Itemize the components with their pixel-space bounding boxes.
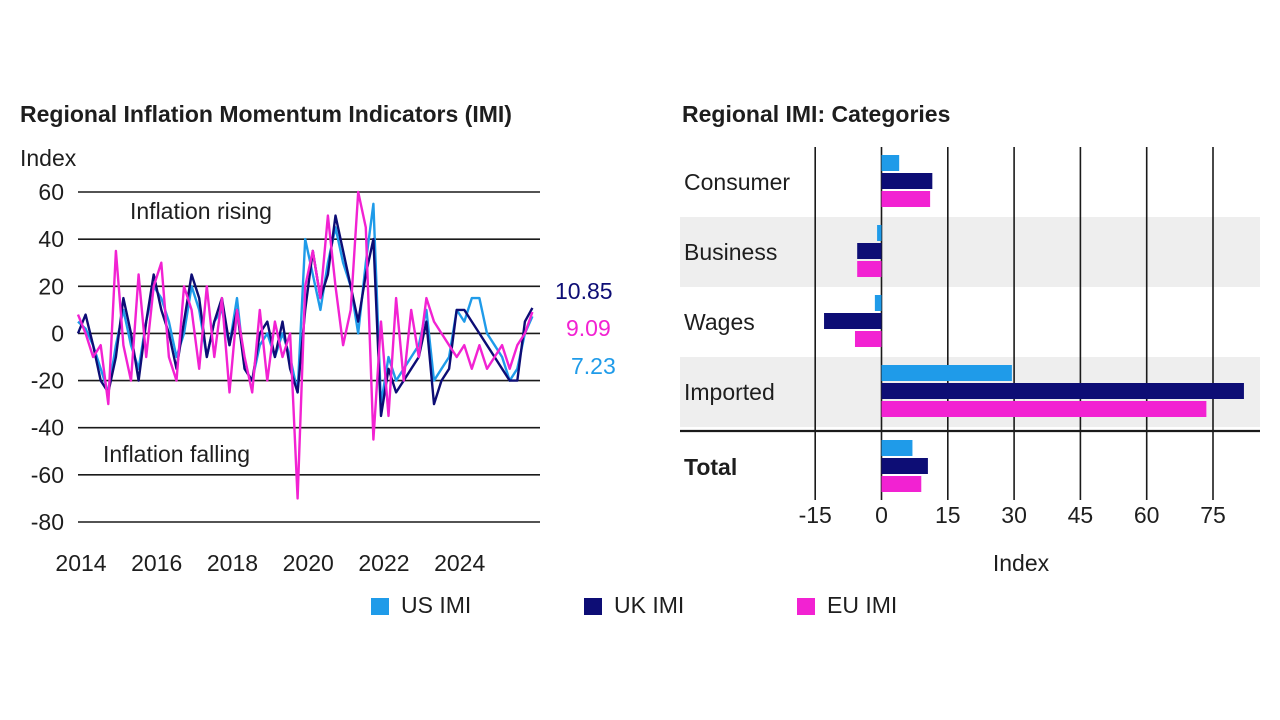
eu-end-value: 9.09 xyxy=(566,315,611,341)
y-tick-label: -20 xyxy=(31,368,64,394)
x-tick-label: 2016 xyxy=(131,550,182,576)
category-label: Wages xyxy=(684,309,755,335)
uk-legend-swatch xyxy=(584,598,602,615)
x-tick-label: 60 xyxy=(1134,502,1160,528)
bar-total-us xyxy=(881,440,913,456)
bar-business-eu xyxy=(857,261,882,277)
annotation-inflation-falling: Inflation falling xyxy=(103,441,250,467)
x-tick-label: 45 xyxy=(1068,502,1094,528)
bar-chart-bars xyxy=(824,155,1244,492)
category-label: Consumer xyxy=(684,169,790,195)
bar-consumer-uk xyxy=(881,173,933,189)
line-chart: Regional Inflation Momentum Indicators (… xyxy=(20,101,616,576)
y-tick-label: -60 xyxy=(31,462,64,488)
bar-wages-uk xyxy=(824,313,882,329)
x-tick-label: 75 xyxy=(1200,502,1226,528)
eu-legend-swatch xyxy=(797,598,815,615)
x-tick-label: 30 xyxy=(1001,502,1027,528)
us-legend-label: US IMI xyxy=(401,592,471,618)
row-band xyxy=(680,217,1260,287)
x-tick-label: -15 xyxy=(799,502,832,528)
x-tick-label: 2020 xyxy=(283,550,334,576)
bar-chart: Regional IMI: Categories Consumer Busines… xyxy=(680,101,1260,576)
bar-chart-x-ticks: -15 0 15 30 45 60 75 xyxy=(799,502,1226,528)
eu-legend-label: EU IMI xyxy=(827,592,897,618)
bar-imported-uk xyxy=(881,383,1244,399)
y-tick-label: -80 xyxy=(31,509,64,535)
bar-imported-us xyxy=(881,365,1012,381)
line-chart-y-label: Index xyxy=(20,145,77,171)
category-label: Imported xyxy=(684,379,775,405)
x-tick-label: 0 xyxy=(875,502,888,528)
annotation-inflation-rising: Inflation rising xyxy=(130,198,272,224)
bar-business-uk xyxy=(857,243,882,259)
bar-total-uk xyxy=(881,458,928,474)
bar-business-us xyxy=(877,225,882,241)
y-tick-label: 20 xyxy=(38,273,64,299)
x-tick-label: 2022 xyxy=(358,550,409,576)
bar-consumer-eu xyxy=(881,191,931,207)
uk-legend-label: UK IMI xyxy=(614,592,684,618)
us-legend-swatch xyxy=(371,598,389,615)
bar-consumer-us xyxy=(881,155,900,171)
category-label: Total xyxy=(684,454,737,480)
bar-wages-eu xyxy=(854,331,882,347)
bar-chart-gridlines xyxy=(680,147,1260,500)
y-tick-label: -40 xyxy=(31,415,64,441)
x-tick-label: 2024 xyxy=(434,550,485,576)
bar-chart-x-label: Index xyxy=(993,550,1050,576)
x-tick-label: 2014 xyxy=(55,550,106,576)
category-label: Business xyxy=(684,239,777,265)
y-tick-label: 60 xyxy=(38,179,64,205)
bar-chart-title: Regional IMI: Categories xyxy=(682,101,950,127)
us-end-value: 7.23 xyxy=(571,353,616,379)
eu-imi-line xyxy=(76,190,534,500)
y-tick-label: 0 xyxy=(51,320,64,346)
x-tick-label: 15 xyxy=(935,502,961,528)
line-chart-series xyxy=(76,190,534,500)
bar-wages-us xyxy=(874,295,882,311)
line-chart-y-ticks: 60 40 20 0 -20 -40 -60 -80 xyxy=(31,179,64,535)
y-tick-label: 40 xyxy=(38,226,64,252)
bar-total-eu xyxy=(881,476,922,492)
x-tick-label: 2018 xyxy=(207,550,258,576)
bar-imported-eu xyxy=(881,401,1207,417)
line-chart-x-ticks: 2014 2016 2018 2020 2022 2024 xyxy=(55,550,485,576)
line-chart-title: Regional Inflation Momentum Indicators (… xyxy=(20,101,512,127)
legend: US IMI UK IMI EU IMI xyxy=(371,592,897,618)
uk-end-value: 10.85 xyxy=(555,278,613,304)
bar-chart-categories: Consumer Business Wages Imported Total xyxy=(684,169,790,480)
